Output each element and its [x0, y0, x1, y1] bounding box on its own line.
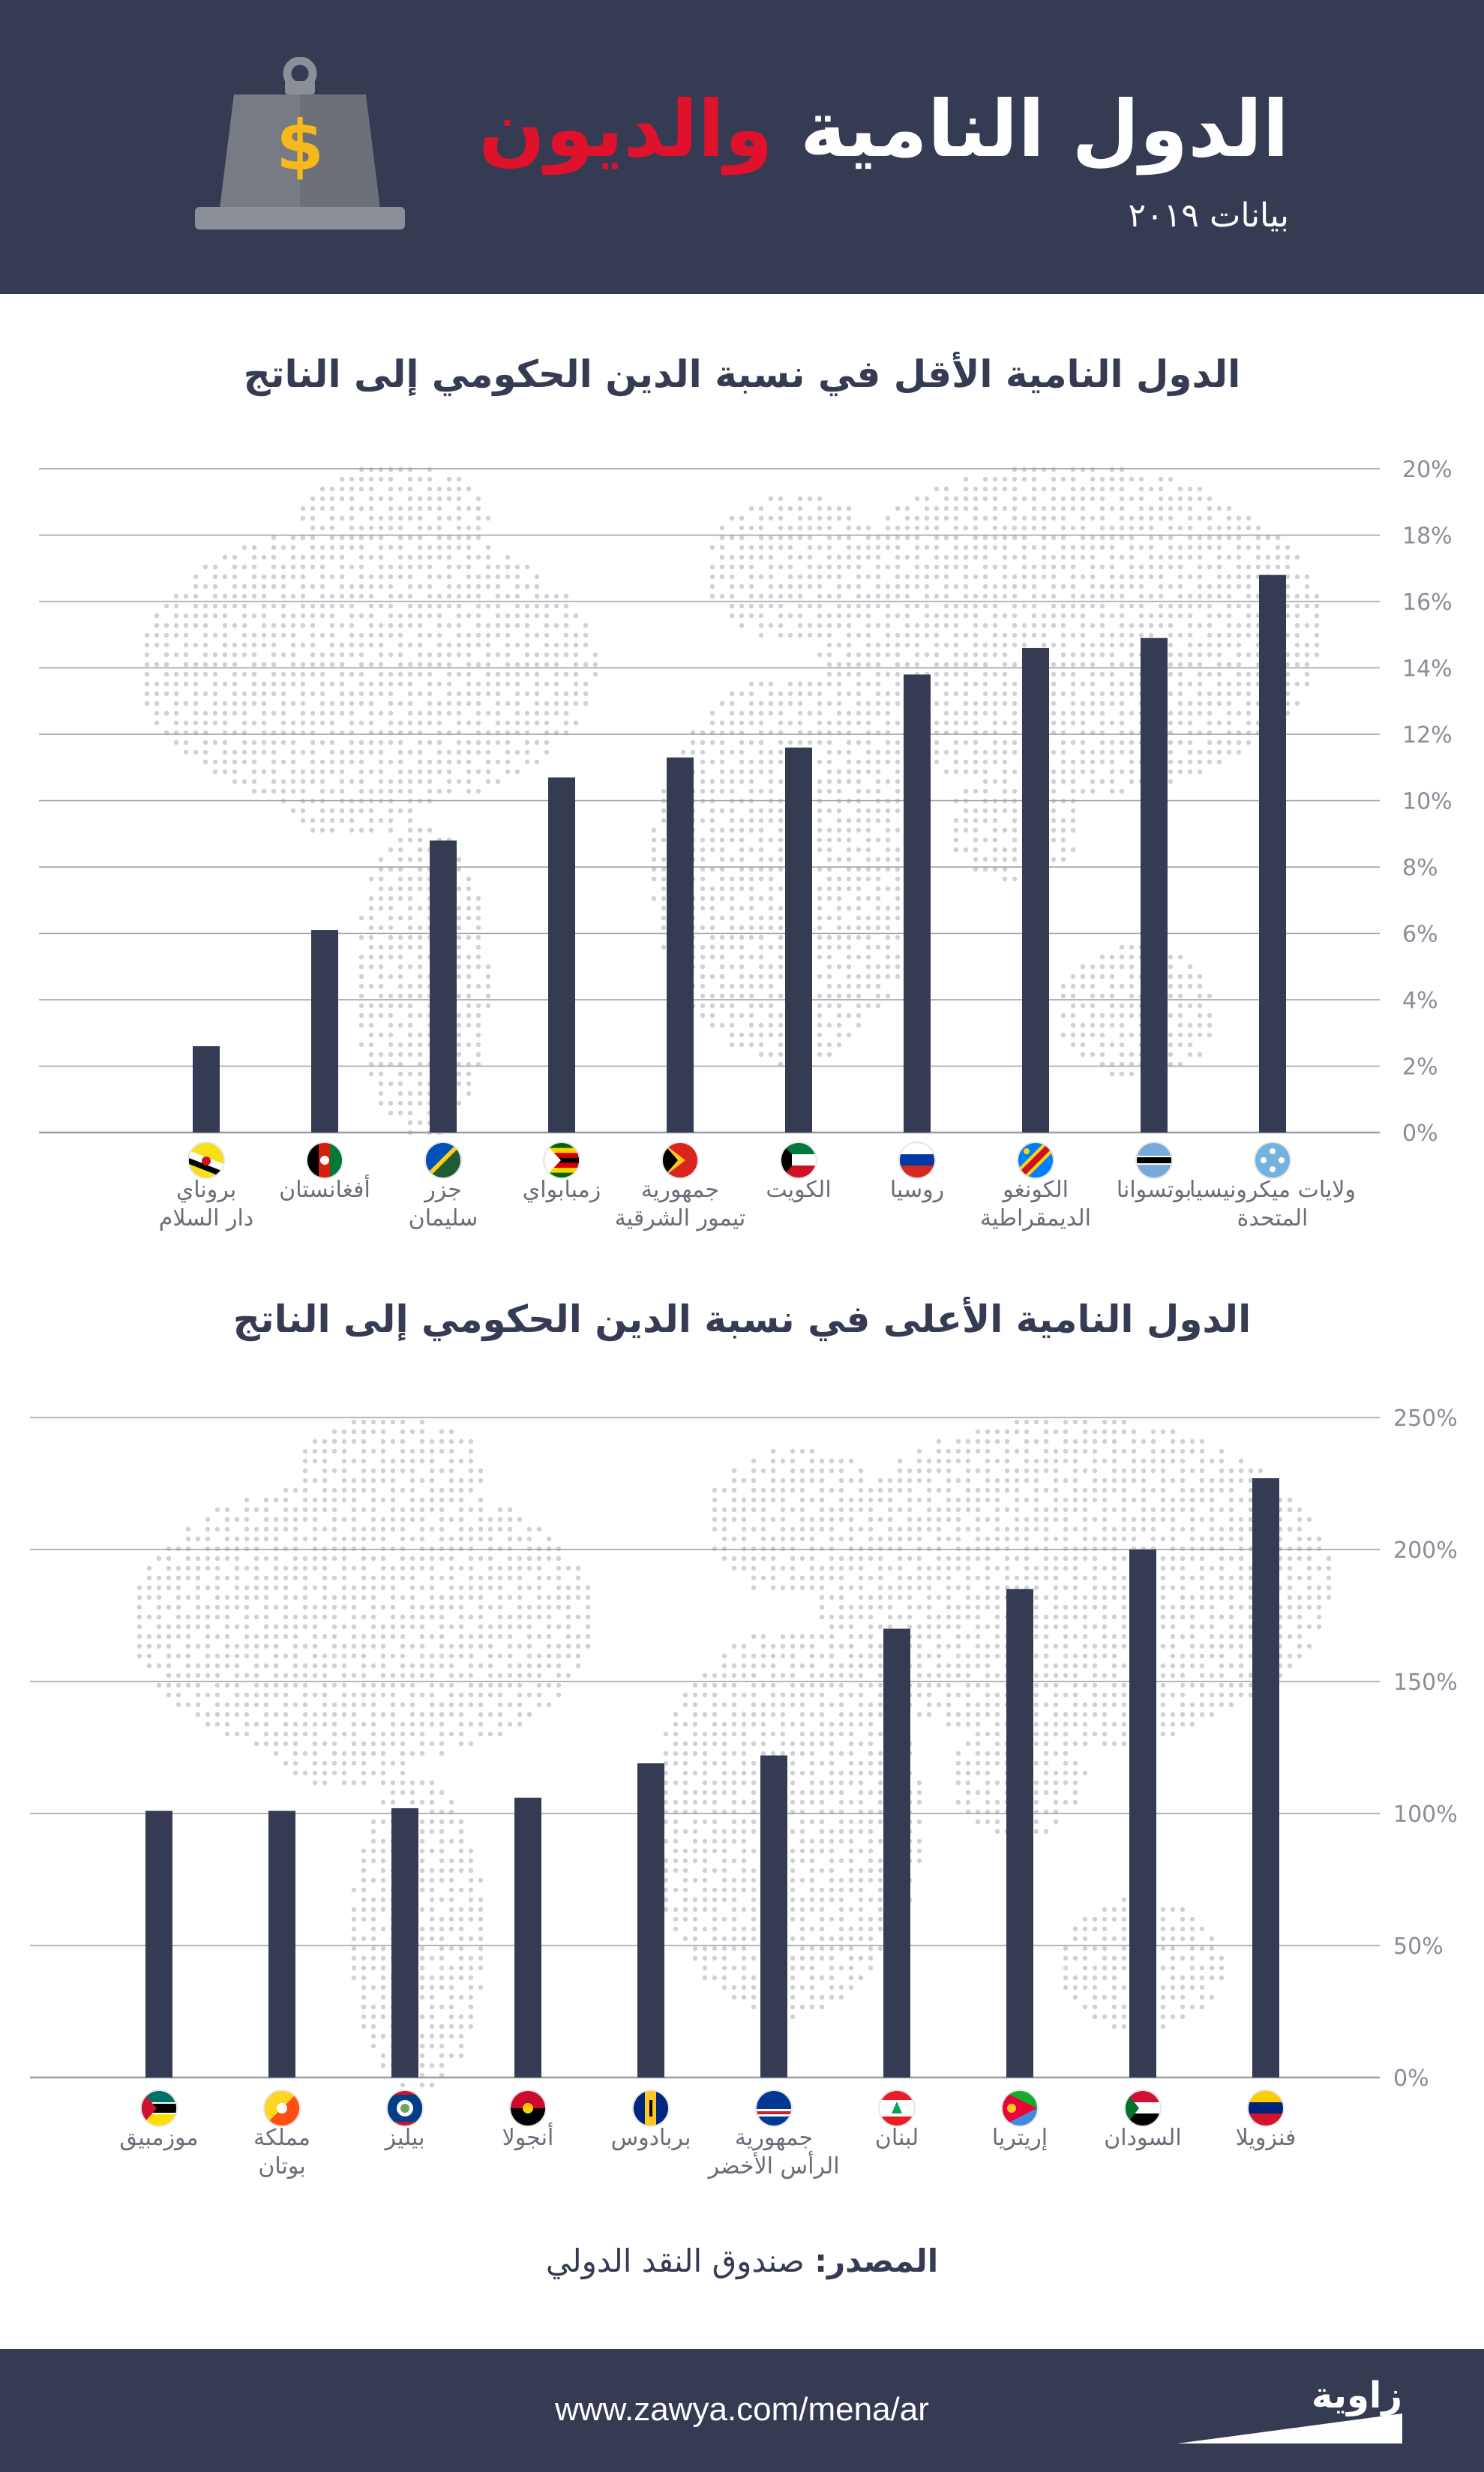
- sudan-flag-icon: [1126, 2091, 1160, 2126]
- source-label: المصدر:: [814, 2242, 939, 2279]
- bar-bhutan: [268, 1810, 295, 2078]
- kuwait-flag-icon: [781, 1143, 816, 1178]
- category-label: بيليز: [385, 2125, 425, 2151]
- category-label: بوتسوانا: [1116, 1177, 1192, 1203]
- category-label: بروناي دار السلام: [158, 1177, 254, 1232]
- category-label: جزر سليمان: [408, 1177, 478, 1232]
- title-main: الدول النامية: [800, 83, 1289, 175]
- venezuela-flag-icon: [1249, 2091, 1283, 2126]
- category-label: جمهورية تيمور الشرقية: [614, 1177, 746, 1232]
- barbados-flag-icon: [634, 2091, 668, 2126]
- category-label: الكونغو الديمقراطية: [980, 1177, 1091, 1232]
- page-subtitle: بيانات ٢٠١٩: [1128, 196, 1289, 235]
- page-title: الدول النامية والديون: [478, 82, 1289, 176]
- bar-east-timor: [667, 757, 694, 1132]
- y-tick-label: 50%: [1393, 1934, 1444, 1960]
- category-label: مملكة بوتان: [253, 2125, 310, 2180]
- weight-dollar-icon: $: [195, 57, 405, 230]
- bar-lebanon: [883, 1628, 910, 2078]
- y-tick-label: 20%: [1402, 457, 1453, 483]
- y-tick-label: 4%: [1402, 988, 1438, 1014]
- bar-belize: [391, 1808, 418, 2078]
- dr-congo-flag-icon: [1018, 1143, 1053, 1178]
- chart2-title: الدول النامية الأعلى في نسبة الدين الحكو…: [232, 1298, 1252, 1341]
- bar-brunei: [193, 1046, 220, 1132]
- lebanon-flag-icon: [880, 2091, 914, 2126]
- micronesia-flag-icon: [1255, 1143, 1290, 1178]
- botswana-flag-icon: [1137, 1143, 1171, 1178]
- bar-micronesia: [1259, 574, 1286, 1132]
- eritrea-flag-icon: [1003, 2091, 1037, 2126]
- category-label: إريتريا: [991, 2125, 1048, 2151]
- svg-text:$: $: [276, 106, 324, 186]
- chart1-plot: 0% 2% 4% 6% 8% 10% 12% 14% 16% 18% 20%: [39, 457, 1453, 1147]
- category-label: زمبابواي: [522, 1177, 601, 1203]
- mozambique-flag-icon: [142, 2091, 176, 2126]
- bar-russia: [904, 674, 931, 1132]
- y-tick-label: 200%: [1393, 1538, 1458, 1564]
- source-text: صندوق النقد الدولي: [545, 2242, 815, 2279]
- category-label: ولايات ميكرونيسيا المتحدة: [1189, 1177, 1356, 1232]
- y-tick-label: 8%: [1402, 855, 1438, 881]
- header-banner: الدول النامية والديون بيانات ٢٠١٩ $: [0, 0, 1484, 294]
- chart1-title: الدول النامية الأقل في نسبة الدين الحكوم…: [243, 352, 1241, 396]
- cape-verde-flag-icon: [757, 2091, 791, 2126]
- afghanistan-flag-icon: [307, 1143, 342, 1178]
- y-tick-label: 2%: [1402, 1054, 1438, 1081]
- y-tick-label: 6%: [1402, 922, 1438, 948]
- category-label: بربادوس: [610, 2125, 691, 2151]
- bar-cape-verde: [760, 1755, 787, 2078]
- category-label: أفغانستان: [279, 1177, 370, 1203]
- bar-zimbabwe: [548, 777, 575, 1132]
- y-tick-label: 0%: [1393, 2066, 1429, 2092]
- y-tick-label: 12%: [1402, 722, 1453, 748]
- bar-solomon-islands: [430, 840, 457, 1132]
- logo-subtext: BY REFINITIV: [1326, 2424, 1402, 2436]
- y-tick-label: 10%: [1402, 789, 1453, 815]
- y-tick-label: 150%: [1393, 1670, 1458, 1696]
- chart2-plot: 0% 50% 100% 150% 200% 250%: [30, 1406, 1458, 2092]
- footer-url-link[interactable]: www.zawya.com/mena/ar: [555, 2391, 929, 2428]
- brunei-flag-icon: [189, 1143, 223, 1178]
- y-tick-label: 16%: [1402, 590, 1453, 616]
- angola-flag-icon: [511, 2091, 545, 2126]
- category-label: السودان: [1104, 2125, 1182, 2151]
- category-label: موزمبيق: [119, 2125, 199, 2151]
- bar-barbados: [637, 1763, 664, 2078]
- category-label: أنجولا: [502, 2125, 554, 2151]
- title-accent: والديون: [478, 83, 773, 175]
- logo-text: زاوية: [1311, 2374, 1402, 2416]
- category-label: لبنان: [874, 2125, 919, 2151]
- y-tick-label: 18%: [1402, 524, 1453, 550]
- bar-eritrea: [1006, 1588, 1033, 2078]
- logo-shape-icon: [1177, 2414, 1402, 2444]
- y-tick-label: 100%: [1393, 1802, 1458, 1828]
- category-label: الكويت: [766, 1177, 832, 1203]
- y-tick-label: 250%: [1393, 1406, 1458, 1432]
- bar-dr-congo: [1022, 647, 1049, 1132]
- bar-kuwait: [785, 747, 812, 1132]
- footer-banner: www.zawya.com/mena/ar زاوية BY REFINITIV: [0, 2349, 1484, 2472]
- bar-mozambique: [145, 1810, 172, 2078]
- bhutan-flag-icon: [265, 2091, 299, 2126]
- bar-botswana: [1141, 638, 1168, 1132]
- russia-flag-icon: [900, 1143, 934, 1178]
- category-label: جمهورية الرأس الأخضر: [708, 2125, 840, 2180]
- bar-afghanistan: [311, 930, 338, 1132]
- y-tick-label: 0%: [1402, 1120, 1438, 1147]
- y-tick-label: 14%: [1402, 656, 1453, 682]
- zawya-logo: زاوية BY REFINITIV: [1177, 2374, 1402, 2450]
- category-label: روسيا: [889, 1177, 945, 1203]
- bar-angola: [514, 1797, 541, 2078]
- category-label: فنزويلا: [1235, 2125, 1297, 2151]
- bar-sudan: [1129, 1550, 1156, 2078]
- solomon-islands-flag-icon: [426, 1143, 460, 1178]
- east-timor-flag-icon: [663, 1143, 697, 1178]
- belize-flag-icon: [388, 2091, 422, 2126]
- source-note: المصدر: صندوق النقد الدولي: [0, 2242, 1484, 2279]
- zimbabwe-flag-icon: [544, 1143, 579, 1178]
- bar-venezuela: [1252, 1478, 1279, 2078]
